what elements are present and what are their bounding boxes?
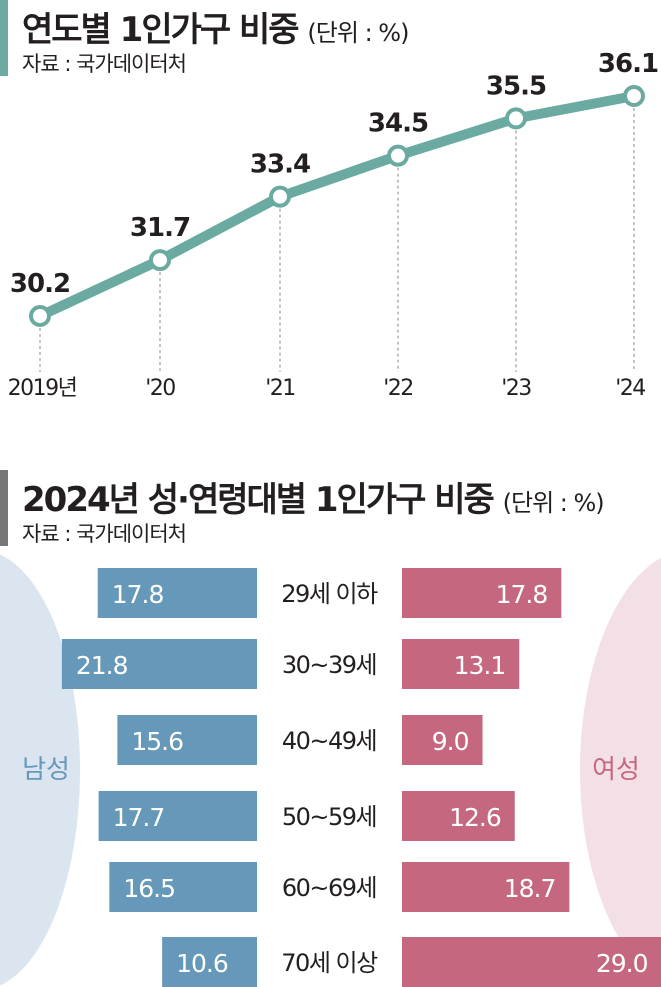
data-label: 36.1 xyxy=(598,49,658,79)
male-value-label: 16.5 xyxy=(123,874,175,903)
male-bar xyxy=(97,568,257,618)
female-bar xyxy=(402,791,515,841)
age-category-label: 60~69세 xyxy=(282,874,376,902)
series-line xyxy=(37,91,635,321)
x-tick-label: '22 xyxy=(383,376,413,401)
bar-chart-title-text: 2024년 성·연령대별 1인가구 비중 xyxy=(22,480,495,520)
female-value-label: 12.6 xyxy=(449,803,501,832)
male-value-label: 17.7 xyxy=(113,803,165,832)
female-bar xyxy=(402,862,570,912)
title-accent-bar-2 xyxy=(0,470,8,546)
x-tick-label: '21 xyxy=(265,376,295,401)
x-tick-label: '20 xyxy=(145,376,175,401)
data-point xyxy=(623,85,645,107)
bar-chart-unit: (단위 : %) xyxy=(502,489,605,517)
female-bar xyxy=(402,937,661,987)
data-label: 35.5 xyxy=(486,71,546,101)
legend-male: 남성 xyxy=(22,755,70,785)
female-value-label: 17.8 xyxy=(496,580,548,609)
male-background-shape xyxy=(0,554,80,986)
age-category-label: 70세 이상 xyxy=(281,949,378,977)
data-point xyxy=(505,107,527,130)
male-value-label: 21.8 xyxy=(76,651,128,680)
line-chart-title-text: 연도별 1인가구 비중 xyxy=(22,10,300,50)
data-point xyxy=(269,185,291,208)
x-tick-label: 2019년 xyxy=(8,376,77,401)
male-bar xyxy=(162,937,257,987)
female-value-label: 13.1 xyxy=(454,651,506,680)
line-chart-unit: (단위 : %) xyxy=(307,19,409,47)
data-point xyxy=(149,249,171,272)
data-label: 30.2 xyxy=(10,269,70,299)
age-category-label: 29세 이하 xyxy=(281,580,378,608)
male-bar xyxy=(98,791,258,841)
female-background-shape xyxy=(580,557,661,983)
bar-chart-source: 자료 : 국가데이터처 xyxy=(22,522,187,546)
x-tick-label: '23 xyxy=(501,376,531,401)
line-chart-title: 연도별 1인가구 비중 (단위 : %) xyxy=(22,2,409,51)
line-chart-source: 자료 : 국가데이터처 xyxy=(22,52,187,76)
title-accent-bar xyxy=(0,0,8,76)
male-value-label: 15.6 xyxy=(131,727,183,756)
data-label: 34.5 xyxy=(368,109,428,139)
female-bar xyxy=(402,639,520,689)
female-bar xyxy=(402,568,562,618)
male-value-label: 10.6 xyxy=(176,949,228,978)
male-value-label: 17.8 xyxy=(112,580,164,609)
bar-chart-title: 2024년 성·연령대별 1인가구 비중 (단위 : %) xyxy=(22,472,605,521)
data-label: 31.7 xyxy=(130,213,190,243)
age-category-label: 50~59세 xyxy=(282,803,376,831)
data-point xyxy=(29,305,51,327)
legend-female: 여성 xyxy=(592,755,640,785)
x-tick-label: '24 xyxy=(615,376,645,401)
age-category-label: 30~39세 xyxy=(282,651,376,679)
female-value-label: 18.7 xyxy=(504,874,556,903)
female-bar xyxy=(402,715,483,765)
male-bar xyxy=(61,639,257,689)
female-value-label: 9.0 xyxy=(432,727,469,756)
male-bar xyxy=(117,715,257,765)
age-category-label: 40~49세 xyxy=(282,727,376,755)
data-label: 33.4 xyxy=(250,150,310,180)
female-value-label: 29.0 xyxy=(596,949,648,978)
data-point xyxy=(387,144,409,167)
male-bar xyxy=(109,862,257,912)
